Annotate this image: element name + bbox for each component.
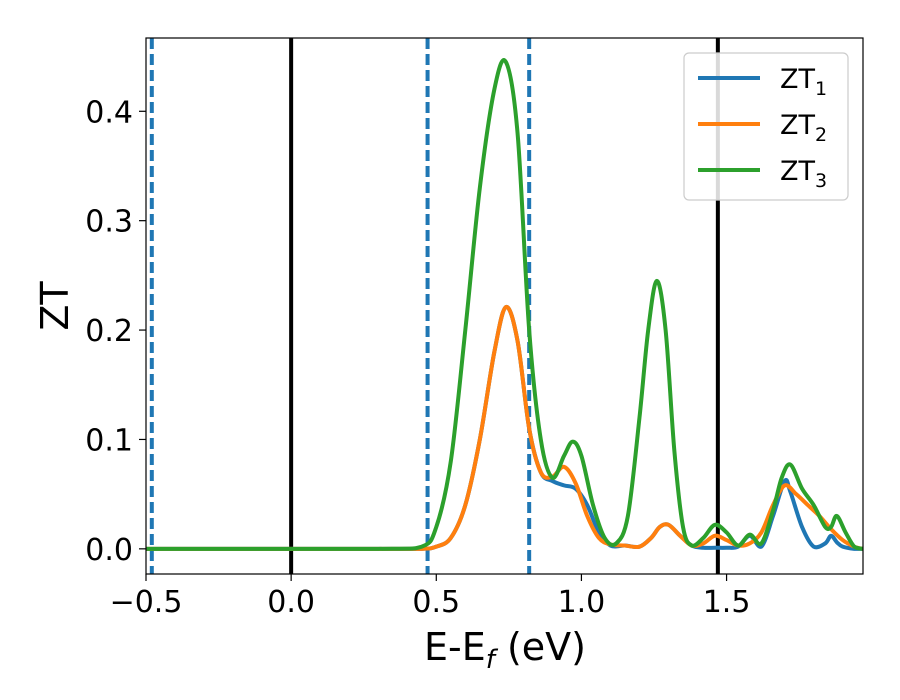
y-tick-label-1: 0.1 [85,423,133,458]
series-line-zt3 [146,58,863,551]
legend-label-zt1: ZT1 [780,64,827,100]
y-tick-label-3: 0.3 [85,205,133,240]
x-tick-label-4: 1.5 [703,585,751,620]
y-tick-label-4: 0.4 [85,95,133,130]
x-tick-label-0: −0.5 [110,585,183,620]
y-tick-label-2: 0.2 [85,314,133,349]
legend-label-zt3: ZT3 [780,156,827,192]
x-tick-label-2: 0.5 [412,585,460,620]
x-tick-label-1: 0.0 [267,585,315,620]
x-axis-label: E-Ef (eV) [424,625,586,675]
series-line-zt1 [146,305,863,551]
legend: ZT1 ZT2 ZT3 [683,52,849,201]
series-line-zt2 [146,305,863,551]
legend-box [683,52,849,201]
y-tick-label-0: 0.0 [85,533,133,568]
legend-label-zt2: ZT2 [780,110,827,146]
y-axis-label: ZT [33,281,77,331]
x-tick-label-3: 1.0 [558,585,606,620]
plot-frame [145,37,864,575]
